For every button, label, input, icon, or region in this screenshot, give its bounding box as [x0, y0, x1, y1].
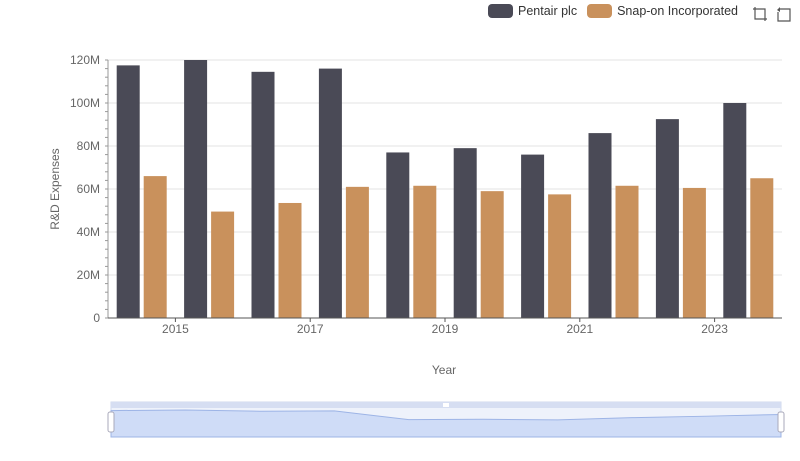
axes: 0 20M 40M 60M 80M 100M 120M 2015 2017 2019 2021 202… [70, 53, 782, 336]
y-tick-label: 20M [77, 268, 100, 282]
toolbox [752, 6, 792, 22]
y-tick-label: 40M [77, 225, 100, 239]
zoom-handle-right[interactable] [777, 411, 785, 433]
bars-group [116, 60, 774, 318]
y-tick-label: 60M [77, 182, 100, 196]
bar-snap-on-2021[interactable] [615, 185, 639, 318]
grid-lines [108, 59, 782, 276]
zoom-icon[interactable] [752, 6, 768, 22]
bar-snap-on-2014[interactable] [143, 176, 167, 318]
legend-label-pentair: Pentair plc [518, 4, 578, 18]
legend-swatch-snap-on [587, 4, 613, 18]
legend-item-pentair[interactable]: Pentair plc [488, 4, 577, 18]
bar-pentair-2016[interactable] [251, 71, 275, 318]
bar-pentair-2019[interactable] [453, 148, 477, 318]
bar-pentair-2018[interactable] [386, 152, 410, 318]
bar-snap-on-2023[interactable] [750, 178, 774, 318]
bar-snap-on-2020[interactable] [548, 194, 572, 318]
data-zoom-slider[interactable] [107, 401, 785, 438]
zoom-grip[interactable] [443, 403, 449, 407]
bar-pentair-2017[interactable] [318, 68, 342, 318]
bar-pentair-2023[interactable] [723, 103, 747, 318]
y-tick-label: 80M [77, 139, 100, 153]
legend: Pentair plc Snap-on Incorporated [478, 4, 738, 18]
bar-snap-on-2017[interactable] [345, 186, 369, 318]
y-tick-label: 0 [93, 311, 100, 325]
y-axis-title: R&D Expenses [48, 148, 62, 229]
x-tick-label: 2023 [701, 322, 728, 336]
zoom-handle-left[interactable] [107, 411, 115, 433]
x-tick-label: 2015 [162, 322, 189, 336]
x-tick-label: 2017 [297, 322, 324, 336]
legend-item-snap-on[interactable]: Snap-on Incorporated [587, 4, 738, 18]
y-tick-label: 120M [70, 53, 100, 67]
bar-snap-on-2022[interactable] [682, 187, 706, 318]
bar-snap-on-2018[interactable] [413, 185, 437, 318]
bar-snap-on-2015[interactable] [211, 211, 235, 318]
x-axis-title: Year [432, 363, 456, 377]
bar-pentair-2021[interactable] [588, 133, 612, 318]
y-tick-label: 100M [70, 96, 100, 110]
bar-pentair-2020[interactable] [521, 154, 545, 318]
legend-swatch-pentair [488, 4, 514, 18]
bar-pentair-2014[interactable] [116, 65, 140, 318]
x-tick-label: 2019 [432, 322, 459, 336]
bar-snap-on-2019[interactable] [480, 191, 504, 318]
x-tick-label: 2021 [566, 322, 593, 336]
bar-snap-on-2016[interactable] [278, 202, 302, 318]
restore-icon[interactable] [776, 6, 792, 22]
legend-label-snap-on: Snap-on Incorporated [617, 4, 738, 18]
bar-pentair-2022[interactable] [655, 119, 679, 318]
bar-pentair-2015[interactable] [184, 60, 208, 318]
